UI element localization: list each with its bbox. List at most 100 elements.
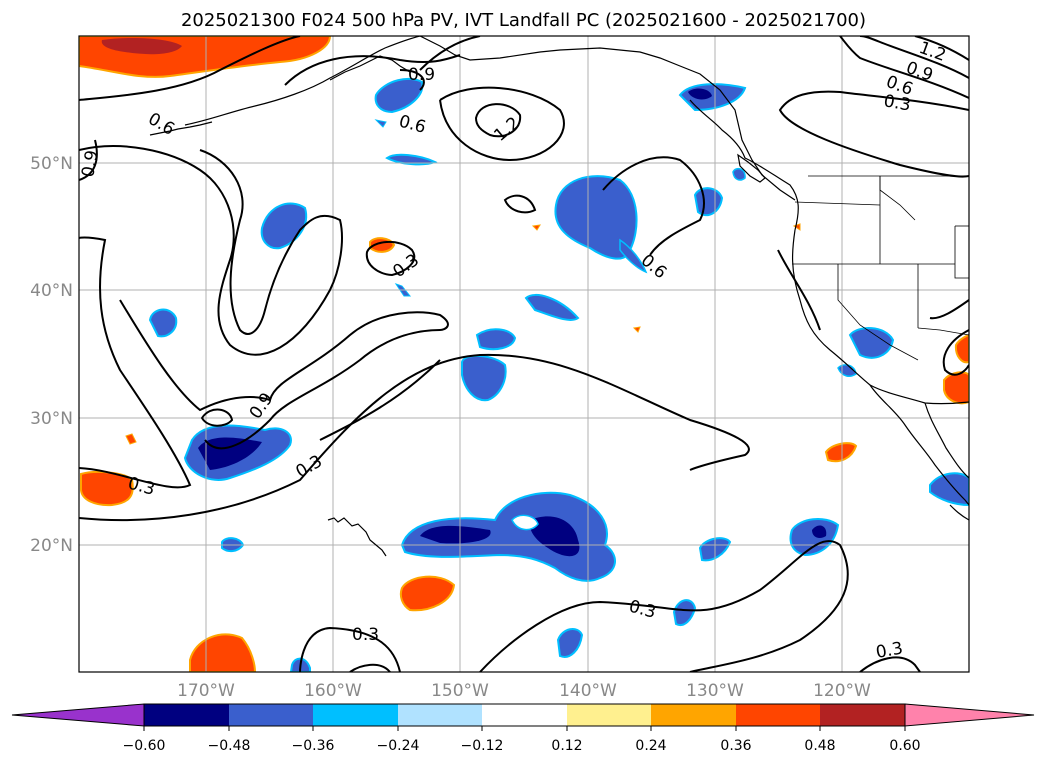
neg-blob-20n-123w <box>789 518 840 557</box>
hawaii-chain <box>327 517 387 557</box>
contour-0.3-se <box>859 656 921 672</box>
neg-blob-central-pacific-hole <box>511 514 539 531</box>
state-wa-or <box>794 201 881 206</box>
negative-anomaly-fills <box>148 77 969 672</box>
colorbar-tick-label: −0.48 <box>208 738 251 754</box>
neg-blob-12n-141w <box>556 628 584 658</box>
contour-small-46n <box>503 194 537 214</box>
vancouver-island <box>737 153 766 183</box>
pos-blob-nw-corner-core <box>101 38 182 55</box>
state-mt-id <box>879 176 916 221</box>
contour-0.3-north <box>79 36 301 101</box>
contour-small-30n <box>200 408 234 427</box>
contour-label: 0.3 <box>882 91 912 115</box>
baja-gulf <box>924 402 969 479</box>
pos-blob-15n-153w <box>399 575 456 612</box>
colorbar-segment <box>144 704 229 726</box>
lon-tick-label: 120°W <box>813 681 871 701</box>
page-title: 2025021300 F024 500 hPa PV, IVT Landfall… <box>180 10 867 31</box>
contour-0.6-central <box>79 145 343 356</box>
contour-0.9-west <box>79 139 98 181</box>
contour-0.6-northeast <box>419 36 481 71</box>
us-west-coast <box>791 229 969 405</box>
contour-1.2-ne <box>914 36 969 61</box>
contour-0.3-west <box>79 236 192 489</box>
lat-tick-label: 40°N <box>30 281 73 301</box>
neg-blob-14n-133w <box>672 599 697 626</box>
lon-tick-label: 130°W <box>686 681 744 701</box>
neg-blob-38n-171w <box>148 308 178 338</box>
contour-0.6-ne-corner <box>839 36 969 99</box>
alaska-coast <box>184 36 421 126</box>
contour-0.9-north <box>399 69 425 91</box>
neg-blob-55n-154w <box>374 77 424 114</box>
neg-blob-central-pacific <box>400 491 616 582</box>
contour-0.3-ne <box>778 90 969 178</box>
neg-blob-36n-150w <box>475 328 517 351</box>
lon-tick-label: 150°W <box>431 681 489 701</box>
neg-blob-central-pacific-core2 <box>529 516 580 557</box>
colorbar-tick-label: 0.24 <box>635 738 666 754</box>
colorbar-segment <box>229 704 313 726</box>
pos-speck-38n <box>632 326 641 333</box>
neg-blob-36n-119w <box>848 327 895 359</box>
baja-coast <box>869 384 969 506</box>
neg-blob-central-pacific-core <box>420 525 491 544</box>
colorbar-tick-label: 0.12 <box>551 738 582 754</box>
lat-tick-label: 30°N <box>30 409 73 429</box>
colorbar-extend-min <box>11 703 145 727</box>
pos-blob-28n-122w <box>824 442 858 463</box>
contour-east-lower <box>942 329 969 376</box>
lat-tick-label: 50°N <box>30 154 73 174</box>
colorbar-segment <box>736 704 820 726</box>
colorbar-tick-label: −0.24 <box>377 738 420 754</box>
contour-0.3-main <box>79 353 750 522</box>
state-ut <box>954 226 969 279</box>
neg-blob-49n-119w <box>732 167 746 181</box>
pos-speck-30n <box>125 433 137 445</box>
contour-coast-north <box>777 249 821 331</box>
neg-speck-57n <box>374 119 387 128</box>
contour-0.9-inner <box>119 299 449 450</box>
colorbar-segment <box>567 704 651 726</box>
neg-blob-45n-141w <box>554 175 638 260</box>
pos-blob-35n-115w <box>954 333 969 364</box>
contour-label: 0.3 <box>352 625 379 645</box>
map-panel <box>79 36 969 672</box>
lon-tick-labels: 170°W 160°W 150°W 140°W 130°W 120°W <box>177 681 871 701</box>
contour-0.9-ne <box>859 36 969 79</box>
colorbar-ticks <box>143 726 906 731</box>
colorbar-segment <box>482 704 567 726</box>
lat-tick-labels: 50°N 40°N 30°N 20°N <box>30 154 73 556</box>
colorbar-segment <box>820 704 905 726</box>
colorbar-tick-label: 0.36 <box>720 738 751 754</box>
contour-0.6-east <box>439 86 565 162</box>
colorbar-segment <box>398 704 482 726</box>
lon-tick-label: 170°W <box>177 681 235 701</box>
contour-label: 0.3 <box>874 639 904 663</box>
neg-blob-25n-115w <box>929 472 969 507</box>
contour-0.6-45n <box>602 156 705 256</box>
pos-blob-32n-116w <box>943 371 969 405</box>
map-frame <box>78 35 970 673</box>
neg-blob-45n-141w-tail <box>619 238 648 274</box>
colorbar-tick-labels: −0.60 −0.48 −0.36 −0.24 −0.12 0.12 0.24 … <box>123 738 921 754</box>
pv-contours <box>79 36 969 672</box>
borders <box>792 175 969 361</box>
colorbar-tick-label: −0.12 <box>461 738 504 754</box>
contour-0.3-40n <box>365 241 416 277</box>
neg-blob-39n-143w <box>524 293 580 321</box>
contour-1.2-mid <box>474 103 522 138</box>
pos-speck-44n <box>531 224 541 231</box>
lat-tick-label: 20°N <box>30 536 73 556</box>
contour-0.3-south <box>299 626 401 672</box>
neg-blob-20n-123w-core <box>812 525 827 538</box>
neg-blob-33n-150w <box>461 354 507 402</box>
bc-coast <box>689 99 799 231</box>
us-mexico-border <box>917 327 969 336</box>
colorbar-tick-label: 0.48 <box>804 738 835 754</box>
contour-12n <box>349 663 391 672</box>
contour-label: 0.9 <box>78 149 102 179</box>
aleutian-islands <box>149 121 213 136</box>
